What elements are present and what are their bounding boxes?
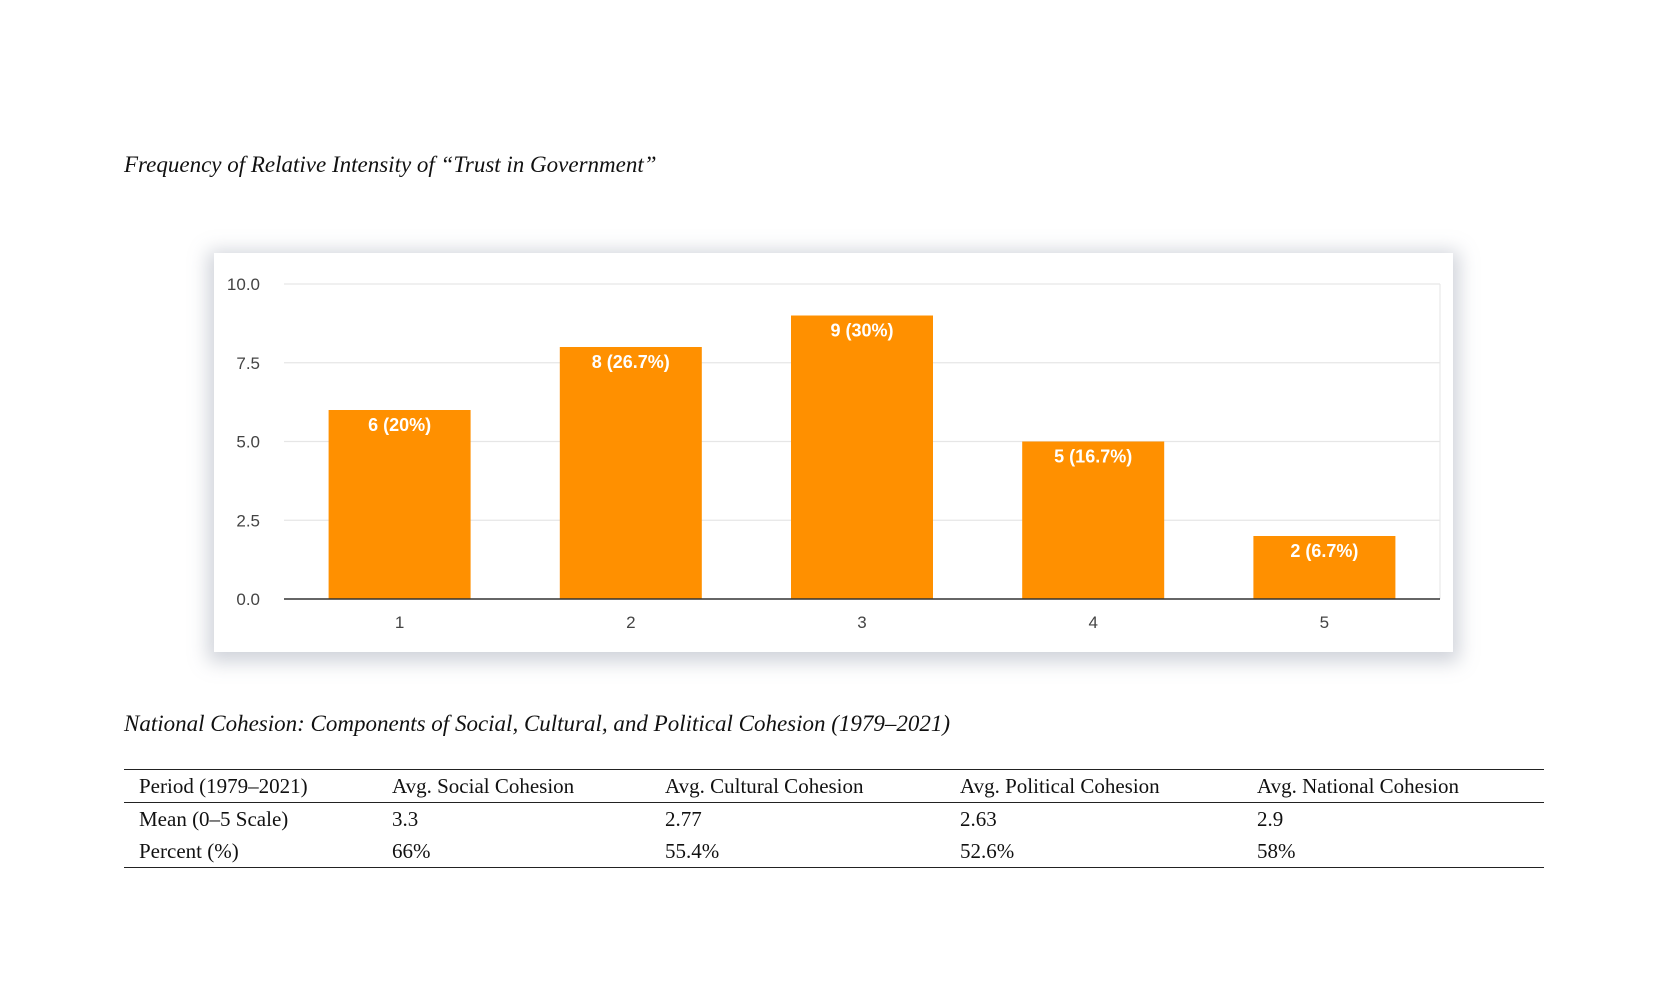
x-tick-label: 1: [395, 613, 404, 632]
bar: [791, 315, 933, 599]
bar-data-label: 2 (6.7%): [1290, 541, 1358, 561]
bar: [1253, 536, 1396, 599]
table-cell: 3.3: [392, 807, 419, 831]
figure-caption: Frequency of Relative Intensity of “Trus…: [124, 152, 657, 177]
x-tick-label: 2: [626, 613, 635, 632]
table-cell: 2.9: [1257, 807, 1284, 831]
table-header-period: Period (1979–2021): [139, 774, 308, 798]
bar-data-label: 8 (26.7%): [592, 352, 670, 372]
bar: [1022, 441, 1165, 599]
bar-data-label: 6 (20%): [368, 415, 431, 435]
bar-chart-panel: 0.0 2.5 5.0 7.5 10.0 1 2 3 4 5 6 (20%) 8 (26.7%) 9 …: [214, 253, 1453, 652]
bar-data-label: 9 (30%): [830, 321, 893, 341]
table-header-social: Avg. Social Cohesion: [392, 774, 575, 798]
table-header-row: Period (1979–2021) Avg. Social Cohesion …: [124, 769, 1544, 803]
y-tick-label: 5.0: [236, 433, 260, 452]
chart-bars: [328, 315, 1396, 599]
chart-axes: 0.0 2.5 5.0 7.5 10.0 1 2 3 4 5: [227, 275, 1440, 632]
table-cell: 58%: [1257, 839, 1296, 863]
cohesion-table: Period (1979–2021) Avg. Social Cohesion …: [124, 769, 1544, 868]
table-cell: 55.4%: [665, 839, 720, 863]
table-header-cultural: Avg. Cultural Cohesion: [665, 774, 864, 798]
bar: [559, 347, 702, 599]
chart-labels: 6 (20%) 8 (26.7%) 9 (30%) 5 (16.7%) 2 (6.7%): [368, 321, 1358, 562]
bar-chart: 0.0 2.5 5.0 7.5 10.0 1 2 3 4 5 6 (20%) 8 (26.7%) 9 …: [227, 275, 1441, 632]
table-header-political: Avg. Political Cohesion: [960, 774, 1160, 798]
table-cell: 52.6%: [960, 839, 1015, 863]
bar-data-label: 5 (16.7%): [1054, 447, 1132, 467]
bar: [328, 410, 471, 599]
y-tick-label: 7.5: [236, 354, 260, 373]
table-cell: 66%: [392, 839, 431, 863]
x-tick-label: 5: [1320, 613, 1329, 632]
x-tick-label: 4: [1088, 613, 1097, 632]
table-cell: 2.77: [665, 807, 702, 831]
y-tick-label: 0.0: [236, 590, 260, 609]
table-row: Mean (0–5 Scale) 3.3 2.77 2.63 2.9: [124, 803, 1544, 836]
table-cell: Percent (%): [139, 839, 239, 863]
table-row: Percent (%) 66% 55.4% 52.6% 58%: [124, 835, 1544, 868]
table-caption: National Cohesion: Components of Social,…: [124, 711, 951, 736]
table-header-national: Avg. National Cohesion: [1257, 774, 1460, 798]
y-tick-label: 10.0: [227, 275, 260, 294]
y-tick-label: 2.5: [236, 511, 260, 530]
x-tick-label: 3: [857, 613, 866, 632]
table-cell: Mean (0–5 Scale): [139, 807, 289, 831]
table-cell: 2.63: [960, 807, 997, 831]
